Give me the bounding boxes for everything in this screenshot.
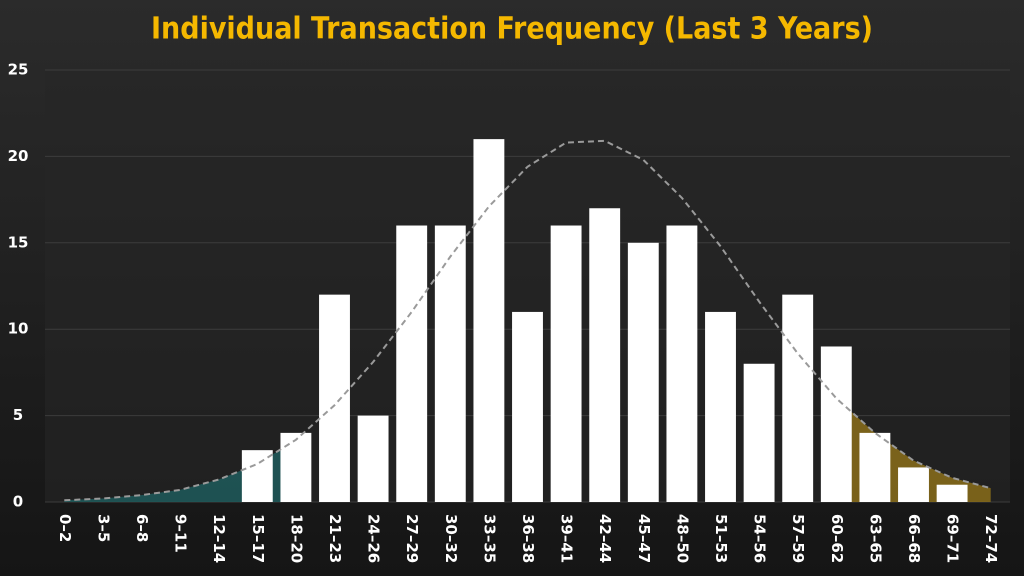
bar — [512, 311, 543, 502]
x-tick-label: 15–17 — [249, 514, 267, 563]
y-tick-label: 0 — [13, 493, 23, 511]
bar — [473, 139, 505, 502]
y-tick-label: 10 — [8, 320, 29, 338]
x-tick-label: 45–47 — [635, 514, 653, 563]
x-tick-label: 72–74 — [982, 514, 1000, 563]
bar — [898, 467, 929, 502]
bar — [936, 484, 968, 502]
x-tick-label: 30–32 — [442, 514, 460, 563]
chart-title: Individual Transaction Frequency (Last 3… — [151, 12, 873, 47]
x-tick-label: 51–53 — [712, 514, 730, 563]
tail-area — [64, 439, 296, 502]
bar — [357, 415, 389, 502]
x-tick-label: 21–23 — [326, 514, 344, 563]
y-tick-label: 20 — [8, 147, 29, 165]
x-tick-label: 33–35 — [480, 514, 498, 563]
x-tick-label: 24–26 — [365, 514, 383, 563]
bar — [434, 225, 466, 502]
x-tick-label: 48–50 — [673, 514, 691, 563]
x-tick-label: 0–2 — [56, 514, 74, 542]
bar — [627, 242, 659, 503]
y-tick-label: 25 — [8, 61, 29, 79]
bar — [280, 432, 312, 502]
bar — [589, 208, 621, 503]
x-tick-label: 69–71 — [944, 514, 962, 563]
x-tick-label: 3–5 — [94, 514, 112, 542]
y-tick-label: 15 — [8, 233, 29, 251]
fit-curve — [64, 139, 991, 502]
x-tick-label: 18–20 — [287, 514, 305, 563]
x-tick-label: 57–59 — [789, 514, 807, 563]
bar — [743, 363, 775, 502]
x-tick-label: 27–29 — [403, 514, 421, 563]
x-tick-label: 66–68 — [905, 514, 923, 563]
x-tick-label: 12–14 — [210, 514, 228, 563]
x-tick-label: 54–56 — [751, 514, 769, 563]
x-tick-label: 42–44 — [596, 514, 614, 563]
bar — [782, 294, 814, 502]
y-tick-label: 5 — [13, 406, 23, 424]
bar — [319, 294, 350, 502]
bar — [666, 225, 698, 502]
x-tick-label: 39–41 — [558, 514, 576, 563]
bar — [705, 311, 736, 502]
x-tick-label: 6–8 — [133, 514, 151, 542]
x-tick-label: 9–11 — [172, 514, 190, 553]
bar — [820, 346, 852, 502]
bar — [396, 225, 428, 502]
bar — [241, 450, 273, 502]
x-tick-label: 63–65 — [866, 514, 884, 563]
bar — [550, 225, 582, 502]
bar — [859, 432, 891, 502]
x-tick-label: 60–62 — [828, 514, 846, 563]
x-tick-label: 36–38 — [519, 514, 537, 563]
